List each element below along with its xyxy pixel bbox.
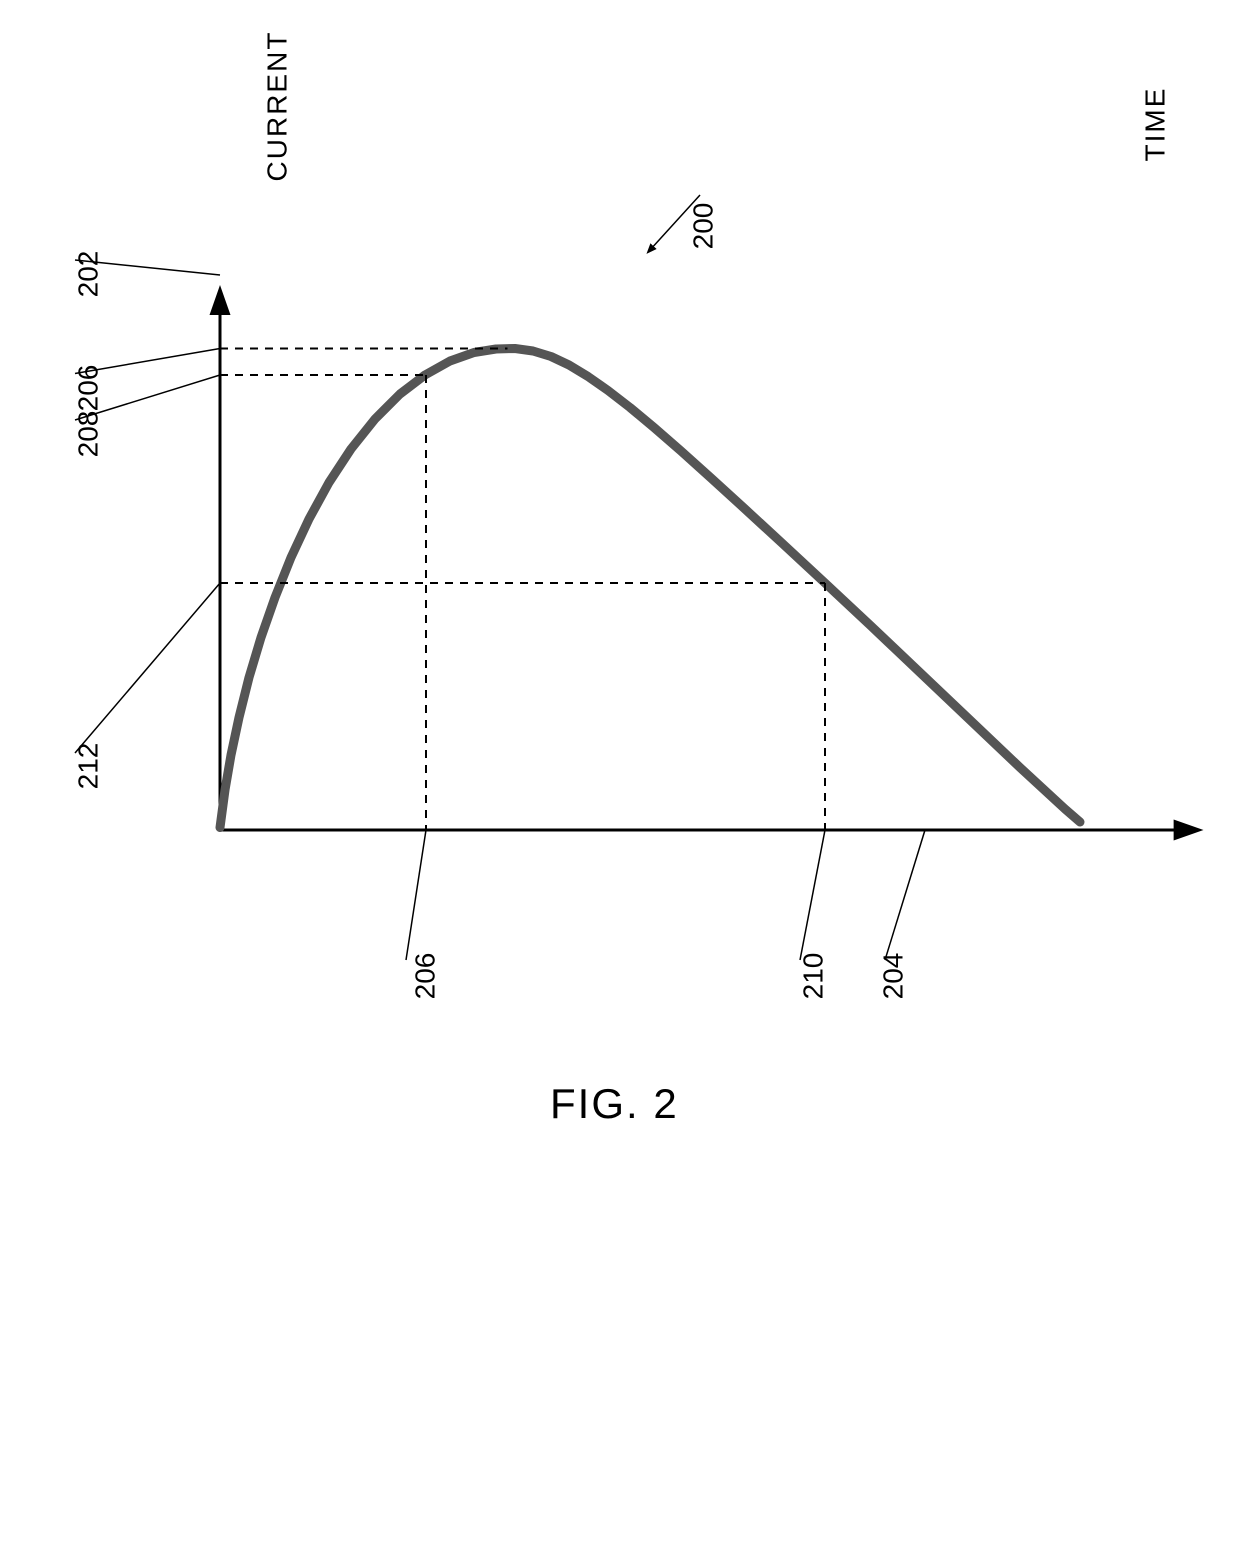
- leader-212: [75, 583, 220, 753]
- ref-t1: 206: [409, 953, 441, 1000]
- leader-210: [800, 830, 825, 960]
- leader-206x: [406, 830, 426, 960]
- ref-peak-y: 206: [72, 365, 104, 412]
- ref-x-axis: 204: [877, 953, 909, 1000]
- ref-y-axis: 202: [72, 251, 104, 298]
- x-axis-label: TIME: [1139, 87, 1171, 162]
- y-axis-label: CURRENT: [261, 31, 293, 182]
- chart-svg: [0, 0, 1240, 1555]
- leader-204: [885, 830, 925, 960]
- ref-figure: 200: [687, 203, 719, 250]
- ref-t2: 210: [797, 953, 829, 1000]
- current-curve: [220, 349, 1080, 828]
- ref-intersect-y: 212: [72, 743, 104, 790]
- ref-threshold: 208: [72, 411, 104, 458]
- figure-caption: FIG. 2: [550, 1080, 679, 1128]
